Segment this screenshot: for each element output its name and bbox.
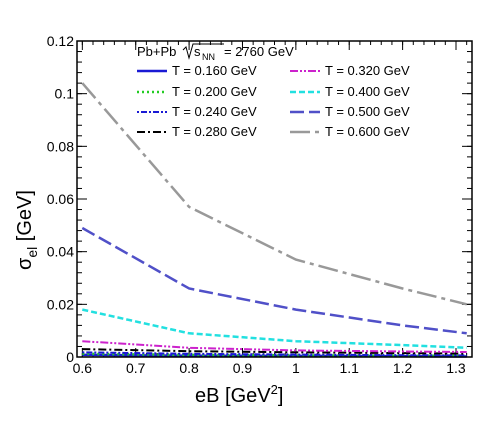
series-line-3 (82, 351, 467, 357)
y-axis-title: σel [GeV] (14, 190, 40, 270)
legend-header: Pb+Pb s NN = 2760 GeV (137, 43, 294, 62)
x-axis-title: eB [GeV2] (195, 382, 283, 407)
legend-label-7: T = 0.500 GeV (325, 104, 410, 119)
legend: T = 0.160 GeV T = 0.200 GeV T = 0.240 GeV T… (137, 63, 410, 139)
x-tick-label: 1.2 (393, 360, 413, 376)
y-tick-label: 0.1 (55, 86, 75, 102)
x-tick-label: 0.6 (73, 360, 93, 376)
legend-label-4: T = 0.280 GeV (172, 124, 257, 139)
x-tick-label: 0.9 (233, 360, 253, 376)
x-tick-label: 0.7 (126, 360, 146, 376)
tick-labels: 0.6 0.7 0.8 0.9 1 1.1 1.2 1.3 0 0.02 0.04 0.06 0.08 0… (47, 33, 466, 376)
y-tick-label: 0.12 (47, 33, 74, 49)
legend-label-8: T = 0.600 GeV (325, 124, 410, 139)
y-tick-label: 0.02 (47, 296, 74, 312)
y-tick-label: 0.08 (47, 138, 74, 154)
tick-marks (77, 40, 472, 358)
header-system: Pb+Pb (137, 44, 176, 59)
series-line-4 (82, 348, 467, 355)
x-tick-label: 0.8 (179, 360, 199, 376)
legend-label-6: T = 0.400 GeV (325, 84, 410, 99)
legend-label-3: T = 0.240 GeV (172, 104, 257, 119)
legend-label-5: T = 0.320 GeV (325, 63, 410, 78)
y-tick-label: 0.04 (47, 244, 74, 260)
header-sqrt-s: s (194, 44, 201, 59)
series-line-5 (82, 340, 467, 353)
y-tick-label: 0 (66, 349, 74, 365)
series-line-8 (81, 82, 467, 306)
legend-label-2: T = 0.200 GeV (172, 84, 257, 99)
series-line-7 (81, 226, 467, 335)
plot-frame (76, 40, 473, 358)
header-sqrt-sub: NN (202, 52, 215, 62)
series-line-6 (82, 308, 467, 350)
sqrt-symbol (182, 43, 224, 60)
x-tick-label: 1 (292, 360, 300, 376)
x-tick-label: 1.3 (446, 360, 466, 376)
x-tick-label: 1.1 (339, 360, 359, 376)
y-tick-label: 0.06 (47, 191, 74, 207)
legend-label-1: T = 0.160 GeV (172, 63, 257, 78)
header-energy: = 2760 GeV (224, 44, 294, 59)
series-lines (81, 82, 467, 358)
